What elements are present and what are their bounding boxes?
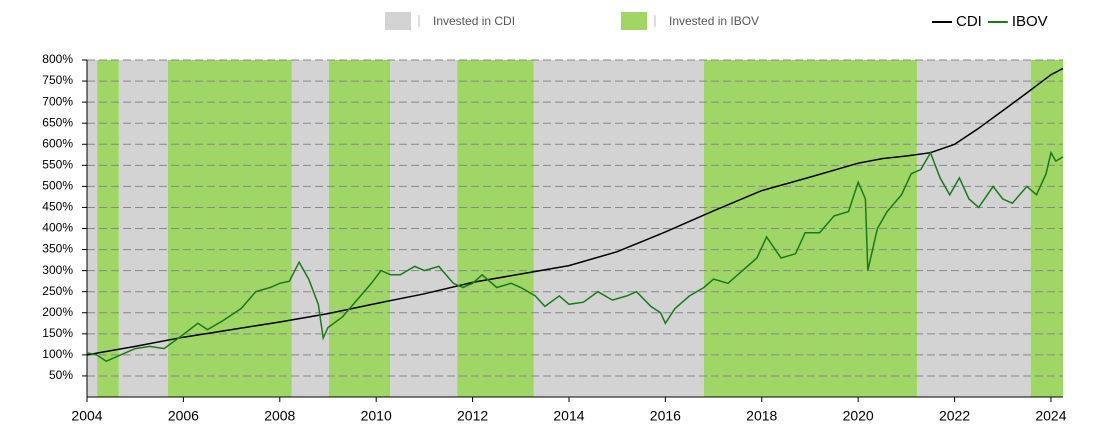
y-tick-label: 450% <box>42 200 73 214</box>
x-tick-label: 2010 <box>361 408 392 424</box>
y-tick-label: 600% <box>42 136 73 150</box>
legend-swatch <box>621 12 647 30</box>
legend-label: CDI <box>956 13 982 30</box>
x-tick-label: 2004 <box>71 408 102 424</box>
x-tick-label: 2012 <box>457 408 488 424</box>
y-tick-label: 300% <box>42 263 73 277</box>
y-tick-label: 550% <box>42 157 73 171</box>
y-tick-label: 150% <box>42 326 73 340</box>
x-tick-label: 2008 <box>264 408 295 424</box>
y-tick-label: 650% <box>42 115 73 129</box>
legend-swatch <box>385 12 411 30</box>
legend-label: Invested in CDI <box>433 14 515 28</box>
y-tick-label: 200% <box>42 305 73 319</box>
x-tick-label: 2018 <box>746 408 777 424</box>
series-line <box>86 150 1064 363</box>
y-tick-label: 700% <box>42 94 73 108</box>
y-tick-label: 750% <box>42 73 73 87</box>
x-tick-label: 2020 <box>843 408 874 424</box>
legend-label: Invested in IBOV <box>669 14 759 28</box>
x-tick-label: 2014 <box>553 408 584 424</box>
x-tick-label: 2016 <box>650 408 681 424</box>
series-line <box>86 67 1064 356</box>
y-tick-label: 350% <box>42 242 73 256</box>
legend-label: IBOV <box>1012 13 1048 30</box>
y-tick-label: 500% <box>42 179 73 193</box>
x-tick-label: 2022 <box>939 408 970 424</box>
y-tick-label: 400% <box>42 221 73 235</box>
x-tick-label: 2006 <box>168 408 199 424</box>
y-tick-label: 100% <box>42 347 73 361</box>
y-tick-label: 250% <box>42 284 73 298</box>
x-tick-label: 2024 <box>1035 408 1066 424</box>
y-tick-label: 800% <box>42 52 73 66</box>
y-tick-label: 50% <box>49 368 73 382</box>
